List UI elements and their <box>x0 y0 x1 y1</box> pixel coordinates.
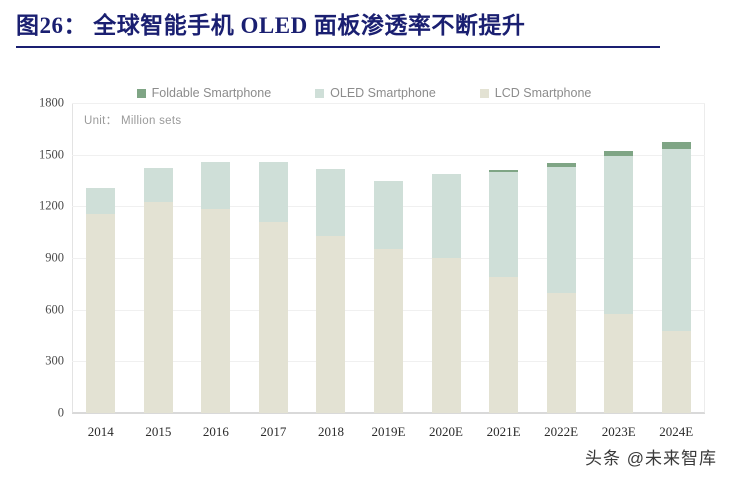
bar-segment-oled <box>86 188 116 215</box>
bar-group[interactable] <box>86 103 116 413</box>
bar-group[interactable] <box>201 103 231 413</box>
bar-segment-oled <box>546 166 576 294</box>
bar-group[interactable] <box>489 103 519 413</box>
bar-group[interactable] <box>258 103 288 413</box>
title-divider <box>16 45 660 48</box>
bar-segment-lcd <box>86 214 116 413</box>
chart-legend: Foldable Smartphone OLED Smartphone LCD Sm… <box>14 86 714 100</box>
bar-segment-oled <box>661 148 691 332</box>
y-axis-tick-label: 1800 <box>39 95 64 110</box>
bar-segment-foldable <box>661 141 691 149</box>
bar-group[interactable] <box>316 103 346 413</box>
bar-segment-foldable <box>489 169 519 172</box>
page-title: 图26： 全球智能手机 OLED 面板渗透率不断提升 <box>16 13 526 38</box>
x-axis-tick-label: 2017 <box>260 424 287 439</box>
bar-group[interactable] <box>431 103 461 413</box>
bar-segment-lcd <box>143 202 173 413</box>
bar-segment-lcd <box>546 293 576 413</box>
legend-label: OLED Smartphone <box>330 86 436 100</box>
x-axis-tick-label: 2024E <box>659 424 694 439</box>
bar-segment-oled <box>374 180 403 250</box>
legend-swatch-icon <box>315 88 325 98</box>
bar-segment-lcd <box>316 235 346 413</box>
x-axis-tick-label: 2015 <box>145 424 172 439</box>
x-axis-tick-label: 2021E <box>486 424 521 439</box>
bar-group[interactable] <box>374 103 403 413</box>
x-axis-tick-label: 2019E <box>371 424 406 439</box>
bar-segment-oled <box>201 161 231 209</box>
bar-segment-oled <box>143 167 173 203</box>
y-axis-tick-label: 600 <box>45 302 64 317</box>
bar-group[interactable] <box>604 103 634 413</box>
legend-label: LCD Smartphone <box>494 86 592 100</box>
legend-item[interactable]: Foldable Smartphone <box>136 86 272 100</box>
bar-segment-lcd <box>431 258 461 413</box>
plot-area: Unit： Million sets 0 300 600 900 1200 1500 180… <box>39 96 705 439</box>
bar-segment-lcd <box>201 208 231 413</box>
bar-segment-oled <box>431 174 461 258</box>
chart-container: Foldable Smartphone OLED Smartphone LCD Sm… <box>14 70 714 445</box>
y-axis-tick-label: 0 <box>57 405 64 420</box>
legend-item[interactable]: OLED Smartphone <box>315 86 436 100</box>
x-axis-tick-label: 2023E <box>601 424 636 439</box>
legend-swatch-icon <box>479 88 489 98</box>
bar-segment-oled <box>489 171 519 277</box>
bar-group[interactable] <box>661 103 691 413</box>
y-axis-tick-label: 900 <box>45 250 64 265</box>
bar-segment-lcd <box>661 331 691 413</box>
x-axis-tick-label: 2018 <box>317 424 344 439</box>
legend-item[interactable]: LCD Smartphone <box>479 86 592 100</box>
x-axis-tick-label: 2022E <box>544 424 579 439</box>
x-axis-tick-label: 2016 <box>202 424 229 439</box>
bar-segment-lcd <box>604 313 634 413</box>
bar-segment-oled <box>258 162 288 222</box>
bar-group[interactable] <box>143 103 173 413</box>
figure-header: 图26： 全球智能手机 OLED 面板渗透率不断提升 <box>16 12 676 48</box>
bar-segment-foldable <box>604 150 634 156</box>
bar-segment-lcd <box>489 276 519 413</box>
bar-series-layer <box>72 103 705 413</box>
x-axis-tick-label: 2020E <box>429 424 464 439</box>
legend-swatch-icon <box>136 88 146 98</box>
legend-label: Foldable Smartphone <box>151 86 272 100</box>
unit-annotation: Unit： Million sets <box>84 115 182 127</box>
bar-segment-lcd <box>258 221 288 413</box>
gridline <box>72 154 705 156</box>
y-axis-tick-label: 1200 <box>39 198 64 213</box>
bar-segment-foldable <box>546 162 576 167</box>
gridline <box>72 103 705 104</box>
gridline <box>72 413 705 414</box>
watermark: 头条 @未来智库 <box>585 449 717 468</box>
bar-group[interactable] <box>546 103 576 413</box>
y-axis-tick-label: 1500 <box>39 147 64 162</box>
bar-segment-oled <box>316 169 346 236</box>
y-axis-tick-label: 300 <box>45 353 64 368</box>
bar-segment-oled <box>604 155 634 314</box>
bar-segment-lcd <box>374 249 403 413</box>
x-axis-tick-label: 2014 <box>87 424 114 439</box>
